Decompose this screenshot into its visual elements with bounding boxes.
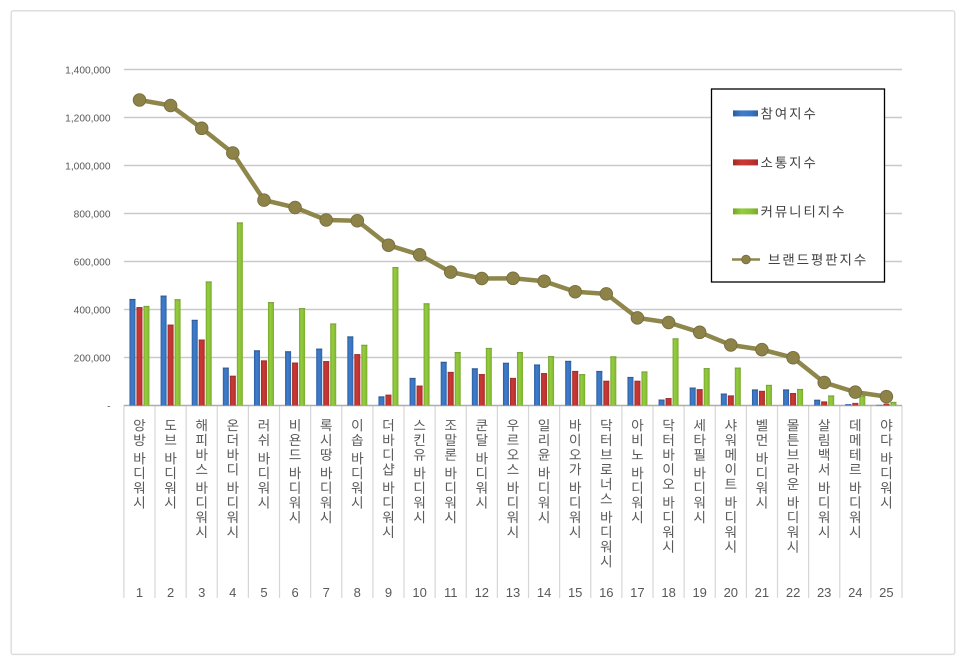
svg-text:1,000,000: 1,000,000 [65,161,111,172]
svg-text:3: 3 [198,585,205,600]
svg-text:800,000: 800,000 [74,209,111,220]
svg-text:5: 5 [260,585,267,600]
svg-text:1: 1 [136,585,143,600]
svg-text:24: 24 [848,585,862,600]
svg-text:1,400,000: 1,400,000 [65,65,111,76]
svg-text:600,000: 600,000 [74,257,111,268]
svg-text:18: 18 [661,585,675,600]
svg-text:11: 11 [444,585,458,600]
svg-text:8: 8 [354,585,361,600]
svg-text:13: 13 [506,585,520,600]
svg-text:400,000: 400,000 [74,305,111,316]
svg-text:1,200,000: 1,200,000 [65,113,111,124]
svg-text:25: 25 [879,585,893,600]
svg-text:15: 15 [568,585,582,600]
svg-text:10: 10 [412,585,426,600]
svg-text:19: 19 [692,585,706,600]
svg-text:6: 6 [291,585,298,600]
svg-text:2: 2 [167,585,174,600]
svg-text:21: 21 [755,585,769,600]
svg-text:14: 14 [537,585,551,600]
svg-text:200,000: 200,000 [74,353,111,364]
svg-text:9: 9 [385,585,392,600]
svg-text:17: 17 [630,585,644,600]
svg-text:4: 4 [229,585,236,600]
svg-text:16: 16 [599,585,613,600]
svg-text:23: 23 [817,585,831,600]
svg-text:7: 7 [323,585,330,600]
svg-text:22: 22 [786,585,800,600]
svg-text:12: 12 [475,585,489,600]
svg-text:20: 20 [724,585,738,600]
svg-text:-: - [107,401,110,412]
